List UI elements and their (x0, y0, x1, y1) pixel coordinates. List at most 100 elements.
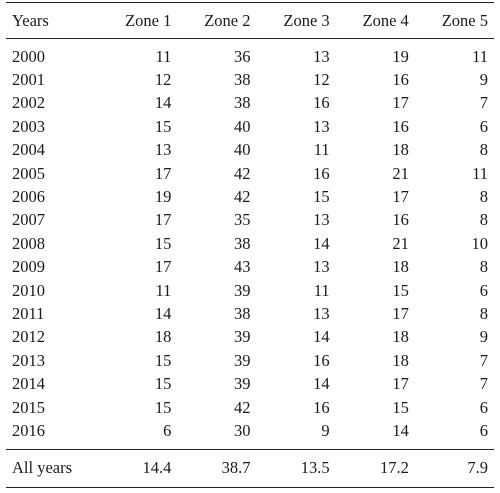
year-cell: 2013 (12, 350, 45, 370)
zone-1-cell: 17 (154, 163, 172, 183)
header-zone-3: Zone 3 (283, 10, 330, 30)
year-cell: 2016 (12, 420, 45, 440)
zone-2-cell: 42 (234, 397, 251, 417)
year-cell: 2014 (12, 374, 45, 394)
zone-yearly-table: Years Zone 1 Zone 2 Zone 3 Zone 4 Zone 5… (6, 2, 494, 488)
zone-5-cell: 7 (479, 374, 488, 394)
zone-3-cell: 9 (321, 420, 330, 440)
zone-2-cell: 43 (234, 257, 251, 277)
zone-2-cell: 42 (234, 187, 251, 207)
zone-4-cell: 16 (392, 70, 409, 90)
table-header: Years Zone 1 Zone 2 Zone 3 Zone 4 Zone 5 (6, 2, 494, 39)
zone-2-cell: 39 (234, 327, 251, 347)
zone-5-cell: 7 (479, 350, 488, 370)
table-row: 2015 15 42 16 15 6 (6, 396, 494, 419)
year-cell: 2011 (12, 303, 45, 323)
table-row: 2003 15 40 13 16 6 (6, 115, 494, 138)
header-zone-5: Zone 5 (441, 10, 488, 30)
zone-1-cell: 14 (154, 303, 172, 323)
header-zone-1: Zone 1 (125, 10, 172, 30)
zone-3-cell: 16 (313, 350, 330, 370)
table-row: 2007 17 35 13 16 8 (6, 209, 494, 232)
zone-5-cell: 6 (479, 116, 488, 136)
zone-5-cell: 10 (471, 233, 489, 253)
zone-2-cell: 40 (234, 116, 251, 136)
table-row: 2005 17 42 16 21 11 (6, 162, 494, 185)
zone-4-cell: 16 (392, 116, 409, 136)
year-cell: 2001 (12, 70, 45, 90)
year-cell: 2000 (12, 46, 45, 66)
zone-4-cell: 16 (392, 210, 409, 230)
table-row: 2000 11 36 13 19 11 (6, 39, 494, 69)
zone-1-cell: 15 (154, 350, 172, 370)
zone-1-cell: 15 (154, 374, 172, 394)
zone-2-cell: 40 (234, 140, 251, 160)
zone-5-cell: 8 (479, 140, 488, 160)
zone-3-cell: 13 (313, 257, 330, 277)
table-row: 2014 15 39 14 17 7 (6, 372, 494, 395)
zone-1-cell: 6 (163, 420, 172, 440)
zone-4-cell: 17 (392, 374, 409, 394)
zone-3-cell: 11 (313, 140, 330, 160)
zone-3-cell: 13 (313, 210, 330, 230)
summary-zone-1: 14.4 (142, 458, 172, 478)
zone-4-cell: 18 (392, 257, 409, 277)
zone-3-cell: 14 (313, 327, 330, 347)
zone-1-cell: 15 (154, 116, 172, 136)
year-cell: 2015 (12, 397, 45, 417)
zone-4-cell: 21 (392, 233, 409, 253)
zone-3-cell: 16 (313, 397, 330, 417)
zone-2-cell: 39 (234, 280, 251, 300)
zone-1-cell: 15 (154, 233, 172, 253)
zone-4-cell: 17 (392, 187, 409, 207)
zone-2-cell: 36 (234, 46, 251, 66)
zone-3-cell: 13 (313, 303, 330, 323)
year-cell: 2012 (12, 327, 45, 347)
zone-2-cell: 38 (234, 93, 251, 113)
zone-4-cell: 15 (392, 280, 409, 300)
table-row: 2016 6 30 9 14 6 (6, 419, 494, 449)
zone-4-cell: 18 (392, 350, 409, 370)
year-cell: 2002 (12, 93, 45, 113)
zone-2-cell: 39 (234, 374, 251, 394)
table-body: 2000 11 36 13 19 11 2001 12 38 12 16 9 2002 14 38 16 17 7… (6, 39, 494, 450)
zone-3-cell: 12 (313, 70, 330, 90)
zone-1-cell: 19 (154, 187, 172, 207)
year-cell: 2010 (12, 280, 45, 300)
table-row: 2004 13 40 11 18 8 (6, 139, 494, 162)
header-years: Years (12, 10, 49, 30)
zone-4-cell: 14 (392, 420, 409, 440)
table-row: 2002 14 38 16 17 7 (6, 92, 494, 115)
zone-4-cell: 18 (392, 327, 409, 347)
zone-5-cell: 7 (479, 93, 488, 113)
zone-2-cell: 30 (234, 420, 251, 440)
zone-4-cell: 18 (392, 140, 409, 160)
table-row: 2010 11 39 11 15 6 (6, 279, 494, 302)
zone-5-cell: 6 (479, 280, 488, 300)
zone-1-cell: 17 (154, 210, 172, 230)
table-row: 2006 19 42 15 17 8 (6, 185, 494, 208)
summary-zone-3: 13.5 (300, 458, 330, 478)
zone-5-cell: 11 (472, 163, 488, 183)
table-row: 2001 12 38 12 16 9 (6, 68, 494, 91)
zone-4-cell: 19 (392, 46, 409, 66)
summary-row: All years 14.4 38.7 13.5 17.2 7.9 (6, 449, 494, 488)
zone-1-cell: 14 (154, 93, 172, 113)
summary-zone-4: 17.2 (379, 458, 409, 478)
year-cell: 2009 (12, 257, 45, 277)
zone-3-cell: 16 (313, 163, 330, 183)
zone-5-cell: 8 (479, 257, 488, 277)
year-cell: 2005 (12, 163, 45, 183)
zone-5-cell: 8 (479, 210, 488, 230)
zone-3-cell: 16 (313, 93, 330, 113)
zone-5-cell: 8 (479, 187, 488, 207)
zone-3-cell: 13 (313, 116, 330, 136)
zone-2-cell: 38 (234, 233, 251, 253)
zone-5-cell: 9 (479, 327, 488, 347)
table-footer: All years 14.4 38.7 13.5 17.2 7.9 (6, 449, 494, 488)
header-zone-4: Zone 4 (362, 10, 409, 30)
zone-3-cell: 13 (313, 46, 330, 66)
zone-2-cell: 38 (234, 70, 251, 90)
zone-2-cell: 42 (234, 163, 251, 183)
